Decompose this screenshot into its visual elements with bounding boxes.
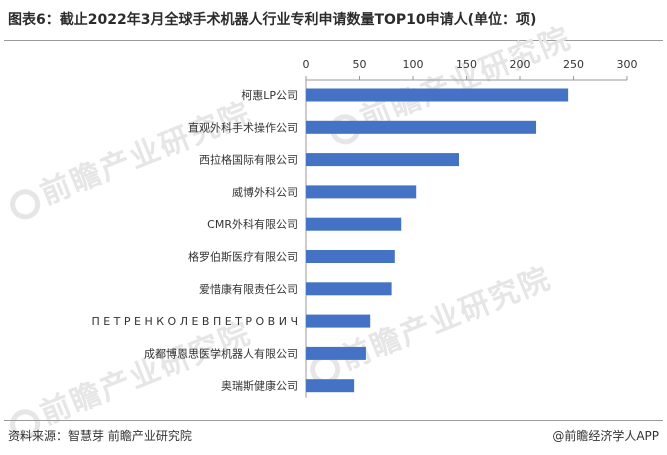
x-tick-label: 250 (563, 58, 584, 71)
category-label: 威博外科公司 (232, 185, 298, 199)
category-label: 直观外科手术操作公司 (188, 120, 298, 134)
bar (306, 250, 395, 263)
bar (306, 217, 402, 231)
bar (306, 314, 371, 328)
category-label: 西拉格国际有限公司 (199, 153, 298, 167)
category-label: 柯惠LP公司 (241, 88, 298, 102)
source-note: 资料来源：智慧芽 前瞻产业研究院 (8, 429, 192, 443)
bar (306, 120, 537, 134)
category-label: 奥瑞斯健康公司 (221, 379, 298, 393)
title-divider (4, 40, 663, 41)
bar (306, 185, 417, 199)
x-tick-label: 0 (303, 58, 310, 71)
x-tick-label: 100 (403, 58, 424, 71)
category-label: 爱惜康有限责任公司 (199, 282, 298, 296)
bar (306, 153, 460, 167)
x-tick-label: 50 (353, 58, 367, 71)
bar (306, 282, 392, 296)
x-tick-label: 150 (456, 58, 477, 71)
bar (306, 346, 366, 360)
bar (306, 88, 569, 102)
category-label: 格罗伯斯医疗有限公司 (188, 250, 298, 264)
x-tick-label: 300 (617, 58, 638, 71)
category-label: 成都博恩思医学机器人有限公司 (144, 346, 298, 360)
credit-note: @前瞻经济学人APP (552, 429, 659, 443)
x-tick-label: 200 (510, 58, 531, 71)
bar (306, 379, 355, 393)
chart-title: 图表6：截止2022年3月全球手术机器人行业专利申请数量TOP10申请人(单位：… (8, 12, 537, 28)
footer-divider (4, 420, 663, 421)
category-label: CMR外科有限公司 (207, 217, 298, 231)
category-label: П Е Т Р Е Н К О Л Е В П Е Т Р О В И Ч (91, 315, 298, 328)
